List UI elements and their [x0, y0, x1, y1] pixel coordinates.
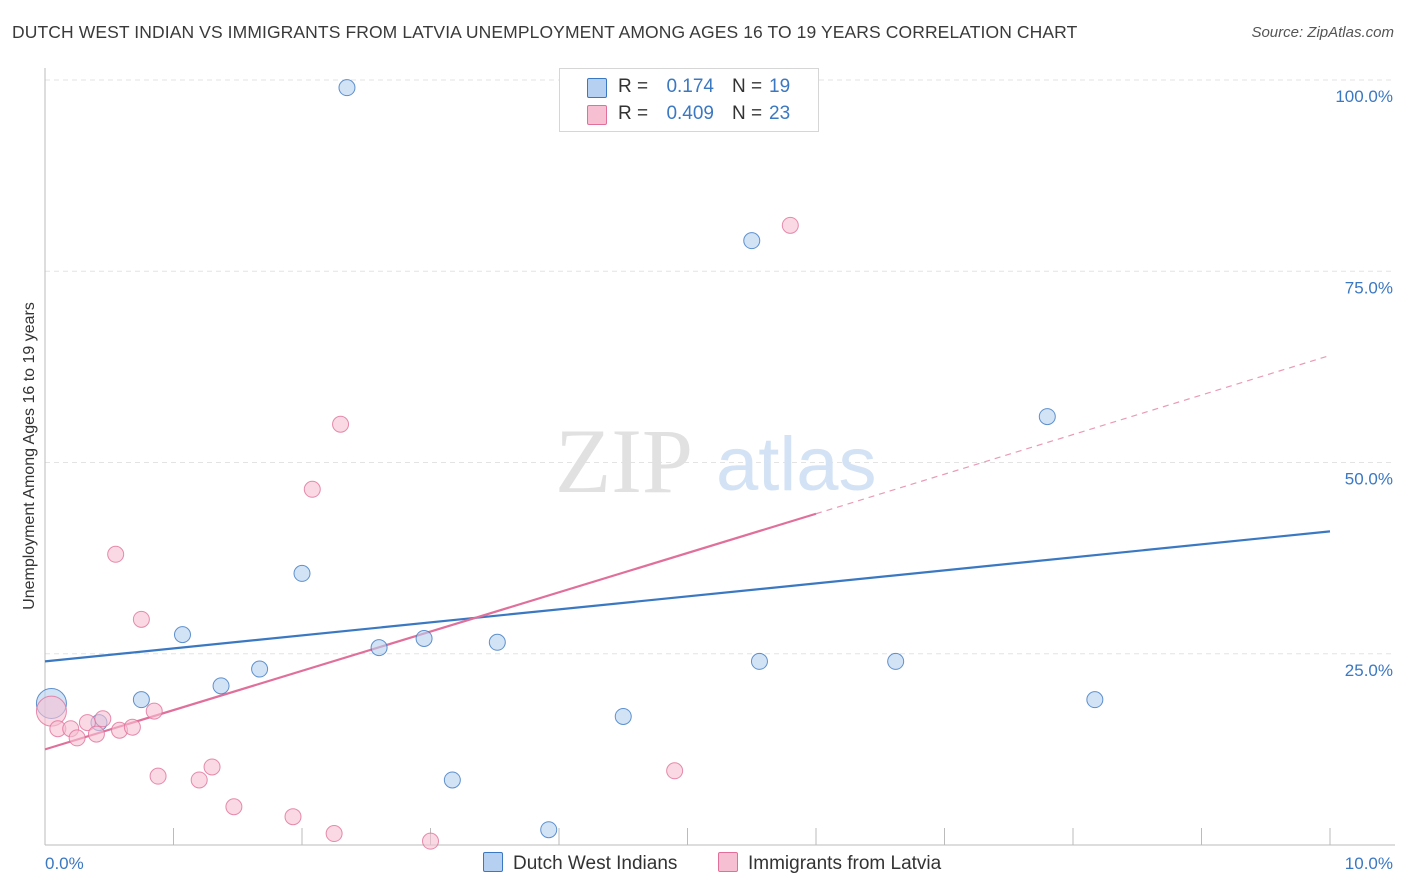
legend-n-value: 19 — [769, 76, 791, 97]
legend-row-immigrants-from-latvia: R = 0.409 N = 23 — [560, 101, 818, 127]
point-series-1-11 — [145, 702, 163, 720]
point-series-1-20 — [422, 832, 439, 850]
point-series-0-9 — [415, 629, 433, 647]
point-series-0-14 — [743, 232, 761, 250]
watermark-atlas: atlas — [716, 422, 877, 507]
y-tick-label-50: 50.0% — [1345, 470, 1393, 489]
point-series-0-5 — [251, 660, 269, 678]
watermark-zip: ZIP — [555, 410, 693, 512]
legend-r-value: 0.174 — [666, 76, 714, 97]
point-series-0-17 — [1038, 408, 1056, 426]
point-series-0-2 — [132, 691, 150, 709]
legend-n-label: N = — [732, 103, 763, 124]
point-series-1-16 — [284, 808, 302, 826]
point-series-0-15 — [750, 652, 768, 670]
trend-extension-series-1 — [815, 354, 1331, 515]
series-legend-swatch — [718, 852, 738, 872]
legend-n-value: 23 — [769, 103, 791, 124]
y-tick-label-100: 100.0% — [1335, 87, 1393, 106]
point-series-1-17 — [303, 480, 321, 498]
legend-n-label: N = — [732, 76, 763, 97]
x-tick-label-right: 10.0% — [1345, 854, 1393, 873]
series-legend-label: Immigrants from Latvia — [748, 853, 942, 874]
series-legend-label: Dutch West Indians — [513, 853, 678, 874]
y-tick-label-25: 25.0% — [1345, 661, 1393, 680]
legend-r-label: R = — [618, 103, 649, 124]
point-series-0-13 — [614, 707, 632, 725]
series-legend-dutch-west-indians: Dutch West Indians — [483, 852, 677, 875]
point-series-1-5 — [87, 725, 105, 743]
point-series-1-15 — [225, 798, 243, 816]
data-points — [35, 79, 1104, 850]
point-series-1-13 — [190, 771, 208, 789]
point-series-0-18 — [1086, 691, 1104, 709]
point-series-0-4 — [212, 677, 230, 695]
point-series-1-7 — [107, 545, 125, 563]
x-axis-ticks — [173, 828, 1331, 845]
trend-line-series-0 — [44, 530, 1331, 663]
point-series-0-11 — [488, 633, 506, 651]
legend-r-value: 0.409 — [666, 103, 714, 124]
legend-row-dutch-west-indians: R = 0.174 N = 19 — [560, 74, 818, 100]
point-series-0-16 — [887, 652, 905, 670]
point-series-0-10 — [443, 771, 461, 789]
series-legend-immigrants-from-latvia: Immigrants from Latvia — [718, 852, 941, 875]
y-axis-label: Unemployment Among Ages 16 to 19 years — [21, 302, 38, 610]
correlation-legend: R = 0.174 N = 19 R = 0.409 N = 23 — [559, 68, 819, 132]
trend-lines — [44, 354, 1331, 751]
y-tick-label-75: 75.0% — [1345, 278, 1393, 297]
trend-line-series-1 — [44, 512, 817, 751]
point-series-0-7 — [338, 79, 356, 97]
legend-swatch-immigrants-from-latvia — [587, 105, 607, 125]
x-tick-label-left: 0.0% — [45, 854, 84, 873]
point-series-1-18 — [325, 825, 343, 843]
point-series-1-3 — [68, 729, 86, 747]
point-series-1-10 — [132, 610, 150, 628]
legend-swatch-dutch-west-indians — [587, 78, 607, 98]
point-series-0-3 — [173, 626, 191, 644]
y-tick-labels: 100.0% 75.0% 50.0% 25.0% — [1335, 87, 1393, 680]
source-credit: Source: ZipAtlas.com — [1251, 24, 1394, 41]
point-series-0-6 — [293, 564, 311, 582]
point-series-1-19 — [332, 415, 350, 433]
point-series-1-12 — [149, 767, 167, 785]
point-series-0-12 — [540, 821, 558, 839]
point-series-1-14 — [203, 758, 221, 776]
point-series-1-9 — [123, 718, 141, 736]
point-series-1-6 — [94, 710, 112, 728]
point-series-0-8 — [370, 639, 388, 657]
point-series-1-22 — [781, 216, 799, 234]
chart-title: DUTCH WEST INDIAN VS IMMIGRANTS FROM LAT… — [12, 22, 1078, 42]
gridlines — [45, 79, 1395, 655]
series-legend-swatch — [483, 852, 503, 872]
point-series-1-21 — [666, 762, 684, 780]
legend-r-label: R = — [618, 76, 649, 97]
